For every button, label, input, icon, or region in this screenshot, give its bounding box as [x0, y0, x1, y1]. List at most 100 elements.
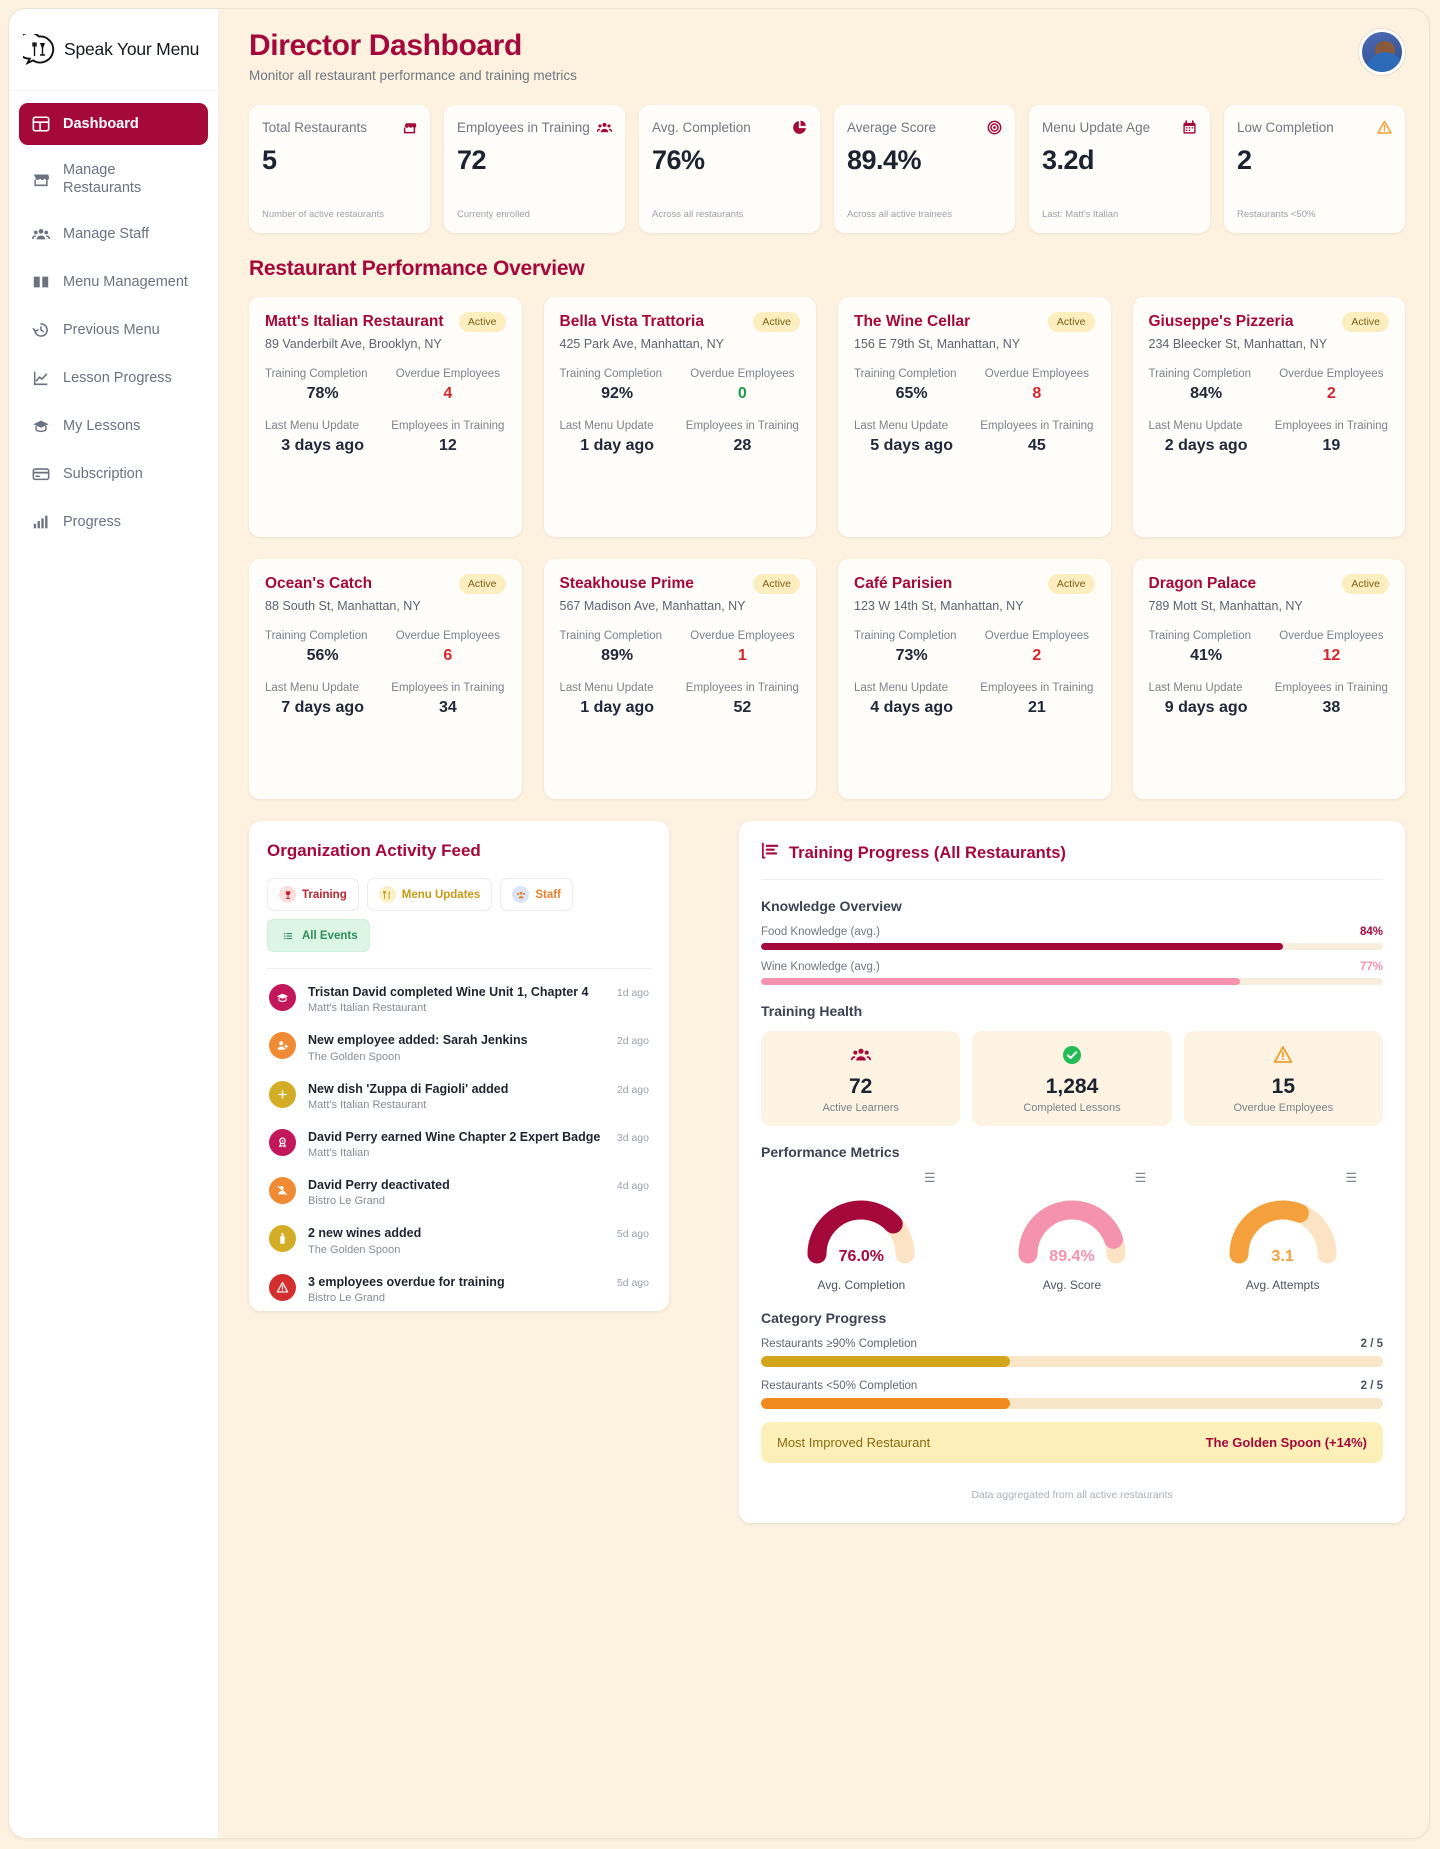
status-badge: Active: [753, 574, 800, 594]
hamburger-menu-icon[interactable]: ☰: [1134, 1170, 1147, 1185]
filter-label: Training: [302, 888, 347, 901]
restaurant-card[interactable]: Bella Vista Trattoria Active 425 Park Av…: [543, 297, 816, 537]
metric-label: Training Completion: [854, 367, 957, 380]
sidebar-item-previous-menu[interactable]: Previous Menu: [19, 309, 208, 351]
activity-feed-title: Organization Activity Feed: [267, 841, 481, 860]
filter-label: Staff: [535, 888, 561, 901]
hamburger-menu-icon[interactable]: ☰: [1345, 1170, 1357, 1185]
gauge-avg-attempts: ☰ 3.1 Avg. Attempts: [1182, 1170, 1383, 1292]
health-card-completed-lessons: 1,284 Completed Lessons: [972, 1031, 1172, 1126]
app-frame: Speak Your Menu Dashboard Manage Restaur…: [8, 8, 1430, 1839]
activity-item[interactable]: David Perry deactivated Bistro Le Grand …: [267, 1168, 651, 1216]
grid-dashboard-icon: [31, 115, 50, 134]
stat-label: Average Score: [847, 120, 937, 135]
restaurant-cards: Matt's Italian Restaurant Active 89 Vand…: [249, 297, 1405, 799]
stat-label: Avg. Completion: [652, 120, 751, 135]
status-badge: Active: [1342, 574, 1389, 594]
category-bar-above-90: Restaurants ≥90% Completion 2 / 5: [761, 1338, 1383, 1367]
progress-fill: [761, 1398, 1010, 1409]
activity-time: 5d ago: [616, 1228, 649, 1241]
gauge-value: 89.4%: [1049, 1248, 1095, 1265]
fork-knife-icon: [378, 886, 396, 903]
overdue-employees-value: 0: [737, 384, 747, 402]
activity-title: New dish 'Zuppa di Fagioli' added: [308, 1081, 509, 1096]
sidebar-item-progress[interactable]: Progress: [19, 501, 208, 543]
most-improved-label: Most Improved Restaurant: [777, 1435, 931, 1450]
sidebar-item-my-lessons[interactable]: My Lessons: [19, 405, 208, 447]
sidebar-item-manage-restaurants[interactable]: Manage Restaurants: [19, 151, 208, 207]
stat-label: Low Completion: [1237, 120, 1334, 135]
metric-label: Last Menu Update: [1148, 419, 1243, 432]
filter-menu-updates[interactable]: Menu Updates: [366, 878, 493, 911]
sidebar-item-manage-staff[interactable]: Manage Staff: [19, 213, 208, 255]
activity-time: 5d ago: [616, 1276, 649, 1289]
last-menu-update-value: 3 days ago: [281, 436, 364, 454]
progress-fill: [761, 943, 1284, 950]
avatar[interactable]: [1359, 29, 1405, 75]
employees-in-training-value: 21: [1027, 698, 1046, 716]
filter-staff[interactable]: Staff: [500, 878, 573, 911]
restaurant-card[interactable]: Ocean's Catch Active 88 South St, Manhat…: [249, 559, 522, 799]
sidebar-item-subscription[interactable]: Subscription: [19, 453, 208, 495]
knowledge-bar-wine: Wine Knowledge (avg.) 77%: [761, 961, 1383, 985]
people-group-icon: [31, 225, 50, 244]
activity-subtitle: Bistro Le Grand: [308, 1195, 386, 1208]
sidebar-item-lesson-progress[interactable]: Lesson Progress: [19, 357, 208, 399]
stat-card-average-score: Average Score 89.4% Across all active tr…: [834, 105, 1015, 233]
activity-item[interactable]: 2 new wines added The Golden Spoon 5d ag…: [267, 1216, 651, 1264]
restaurant-card[interactable]: The Wine Cellar Active 156 E 79th St, Ma…: [838, 297, 1111, 537]
metric-label: Last Menu Update: [854, 419, 948, 432]
activity-item[interactable]: 3 employees overdue for training Bistro …: [267, 1265, 651, 1312]
knowledge-bar-food: Food Knowledge (avg.) 84%: [761, 926, 1383, 950]
stat-label: Employees in Training: [457, 120, 590, 135]
restaurant-card[interactable]: Giuseppe's Pizzeria Active 234 Bleecker …: [1132, 297, 1405, 537]
last-menu-update-value: 5 days ago: [870, 436, 953, 454]
training-completion-value: 92%: [601, 384, 634, 402]
warning-triangle-icon: [1192, 1045, 1375, 1068]
check-circle-icon: [980, 1045, 1163, 1068]
activity-item[interactable]: New dish 'Zuppa di Fagioli' added Matt's…: [267, 1072, 651, 1120]
hamburger-menu-icon[interactable]: ☰: [924, 1170, 936, 1185]
restaurant-address: 89 Vanderbilt Ave, Brooklyn, NY: [265, 337, 442, 351]
last-menu-update-value: 1 day ago: [580, 436, 655, 454]
category-bar-value: 2 / 5: [1360, 1338, 1383, 1350]
sidebar-item-label: Manage Restaurants: [63, 162, 142, 197]
filter-label: All Events: [302, 929, 358, 942]
restaurant-card[interactable]: Dragon Palace Active 789 Mott St, Manhat…: [1132, 559, 1405, 799]
overdue-employees-value: 2: [1032, 646, 1042, 664]
activity-item[interactable]: Tristan David completed Wine Unit 1, Cha…: [267, 975, 651, 1023]
sidebar-item-label: Lesson Progress: [63, 370, 172, 387]
sidebar-item-menu-management[interactable]: Menu Management: [19, 261, 208, 303]
restaurant-card[interactable]: Café Parisien Active 123 W 14th St, Manh…: [838, 559, 1111, 799]
employees-in-training-value: 19: [1322, 436, 1341, 454]
status-badge: Active: [753, 312, 800, 332]
stat-label: Total Restaurants: [262, 120, 368, 135]
status-badge: Active: [1047, 312, 1095, 332]
overdue-employees-value: 6: [443, 646, 453, 664]
sidebar-item-label: Subscription: [63, 466, 143, 483]
metric-label: Last Menu Update: [854, 681, 948, 694]
restaurant-card[interactable]: Steakhouse Prime Active 567 Madison Ave,…: [543, 559, 816, 799]
health-card-label: Overdue Employees: [1233, 1102, 1334, 1114]
activity-item[interactable]: David Perry earned Wine Chapter 2 Expert…: [267, 1120, 651, 1168]
filter-training[interactable]: Training: [267, 878, 359, 911]
overdue-employees-value: 12: [1322, 646, 1341, 664]
metric-label: Training Completion: [1148, 367, 1251, 380]
employees-in-training-value: 38: [1322, 698, 1341, 716]
metric-label: Training Completion: [559, 367, 662, 380]
filter-all-events[interactable]: All Events: [267, 919, 370, 952]
restaurant-card[interactable]: Matt's Italian Restaurant Active 89 Vand…: [249, 297, 522, 537]
restaurant-address: 88 South St, Manhattan, NY: [265, 599, 421, 613]
training-completion-value: 73%: [895, 646, 928, 664]
avatar-body: [1366, 52, 1402, 72]
activity-item[interactable]: New employee added: Sarah Jenkins The Go…: [267, 1023, 651, 1071]
people-group-icon: [596, 120, 613, 137]
gauge-label: Avg. Score: [1042, 1278, 1102, 1292]
restaurant-address: 156 E 79th St, Manhattan, NY: [854, 337, 1021, 351]
activity-subtitle: Bistro Le Grand: [308, 1291, 386, 1304]
sidebar-item-dashboard[interactable]: Dashboard: [19, 103, 208, 145]
training-progress-title: Training Progress (All Restaurants): [789, 843, 1066, 862]
metric-label: Employees in Training: [980, 419, 1094, 432]
training-progress-panel: Training Progress (All Restaurants) Know…: [739, 821, 1405, 1523]
gauge-label: Avg. Completion: [817, 1278, 906, 1292]
